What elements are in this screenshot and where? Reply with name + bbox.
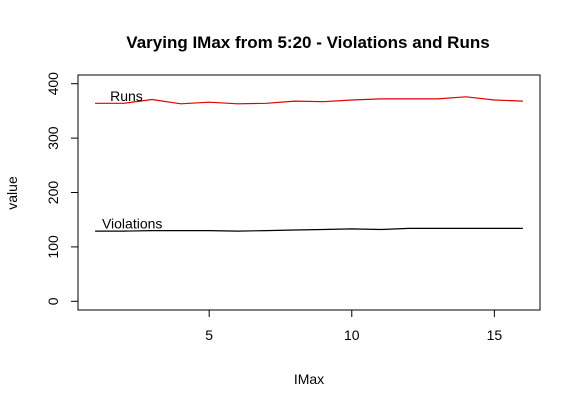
series-line-runs [95,96,523,105]
x-tick-label: 5 [205,327,213,343]
x-tick-label: 10 [344,327,360,343]
y-tick-label: 400 [45,72,61,96]
y-tick-label: 300 [45,126,61,150]
chart-title: Varying IMax from 5:20 - Violations and … [126,33,489,52]
x-axis-label: IMax [294,371,324,387]
y-tick-label: 100 [45,235,61,259]
y-tick-label: 0 [45,297,61,305]
annotation-runs: Runs [110,88,143,104]
x-tick-label: 15 [487,327,503,343]
series-line-violations [95,227,523,232]
annotation-layer: Runs Violations [102,88,162,231]
series-layer [95,96,523,232]
y-axis-label: value [4,176,20,210]
plot-area [77,74,541,311]
annotation-violations: Violations [102,216,162,232]
axes: 5 10 15 0 100 200 300 400 [45,72,502,343]
y-tick-label: 200 [45,181,61,205]
